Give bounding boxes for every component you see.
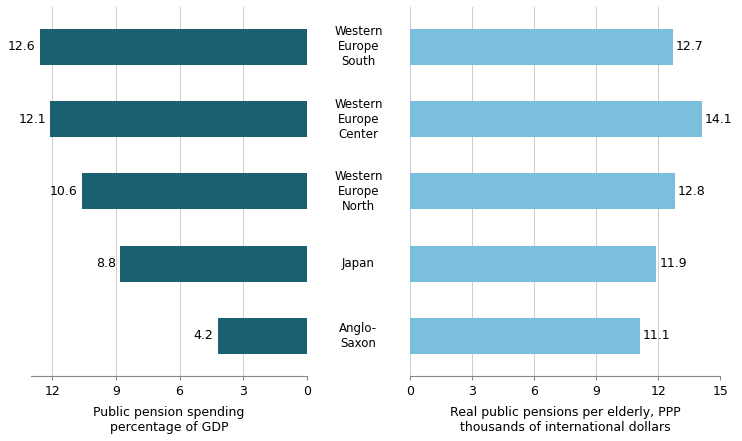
- X-axis label: Real public pensions per elderly, PPP
thousands of international dollars: Real public pensions per elderly, PPP th…: [450, 406, 680, 434]
- Text: 4.2: 4.2: [194, 329, 214, 342]
- Text: 12.7: 12.7: [676, 40, 703, 53]
- Text: 12.1: 12.1: [19, 112, 46, 126]
- Text: 14.1: 14.1: [705, 112, 732, 126]
- Bar: [50, 101, 306, 137]
- Bar: [82, 173, 306, 209]
- Bar: [410, 29, 673, 65]
- Text: Anglo-
Saxon: Anglo- Saxon: [339, 322, 378, 350]
- Bar: [410, 318, 640, 354]
- Text: 10.6: 10.6: [50, 185, 78, 198]
- Bar: [39, 29, 306, 65]
- Bar: [120, 246, 306, 282]
- Text: 11.1: 11.1: [643, 329, 671, 342]
- Bar: [217, 318, 306, 354]
- Bar: [410, 246, 656, 282]
- Text: 12.8: 12.8: [678, 185, 706, 198]
- Bar: [410, 101, 702, 137]
- Text: 11.9: 11.9: [660, 257, 687, 270]
- Text: Western
Europe
North: Western Europe North: [334, 170, 383, 213]
- Text: Western
Europe
Center: Western Europe Center: [334, 97, 383, 141]
- Bar: [410, 173, 675, 209]
- Text: 8.8: 8.8: [96, 257, 116, 270]
- Text: Western
Europe
South: Western Europe South: [334, 25, 383, 68]
- Text: Japan: Japan: [342, 257, 375, 270]
- Text: 12.6: 12.6: [7, 40, 36, 53]
- X-axis label: Public pension spending
percentage of GDP: Public pension spending percentage of GD…: [93, 406, 245, 434]
